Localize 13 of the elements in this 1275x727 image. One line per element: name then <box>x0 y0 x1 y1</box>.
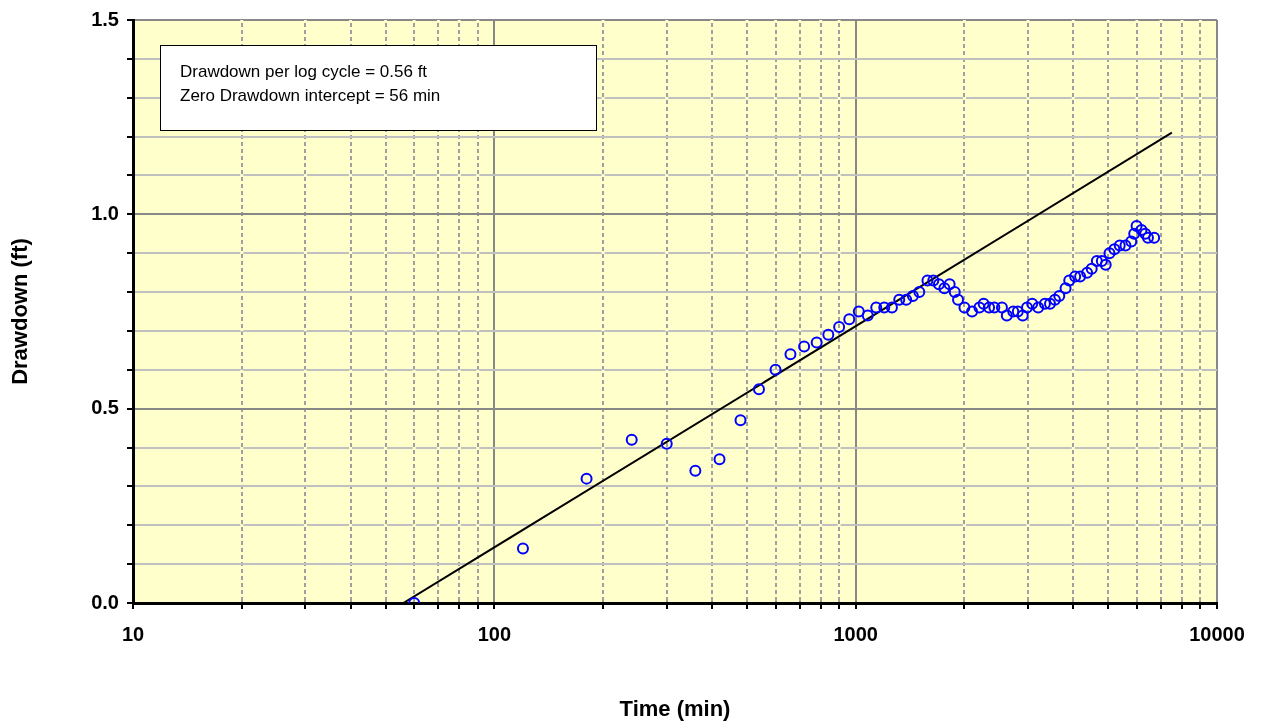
x-tick-label: 100 <box>477 622 512 645</box>
note-box: Drawdown per log cycle = 0.56 ft Zero Drawdown intercept = 56 min <box>160 45 597 131</box>
annotation: Zero Drawdown intercept = 56 min <box>180 85 442 107</box>
y-tick-label: 0.5 <box>91 396 119 419</box>
y-tick-label: 1.5 <box>91 7 119 30</box>
y-tick-label: 0.0 <box>91 590 119 613</box>
x-tick-label: 1000 <box>833 622 878 645</box>
y-tick-label: 1.0 <box>91 201 119 224</box>
annotation: Drawdown per log cycle = 0.56 ft <box>180 61 429 83</box>
x-tick-label: 10 <box>121 622 145 645</box>
x-axis-title: Time (min) <box>619 695 731 721</box>
y-axis-title: Drawdown (ft) <box>7 238 33 385</box>
x-tick-label: 10000 <box>1189 622 1245 645</box>
